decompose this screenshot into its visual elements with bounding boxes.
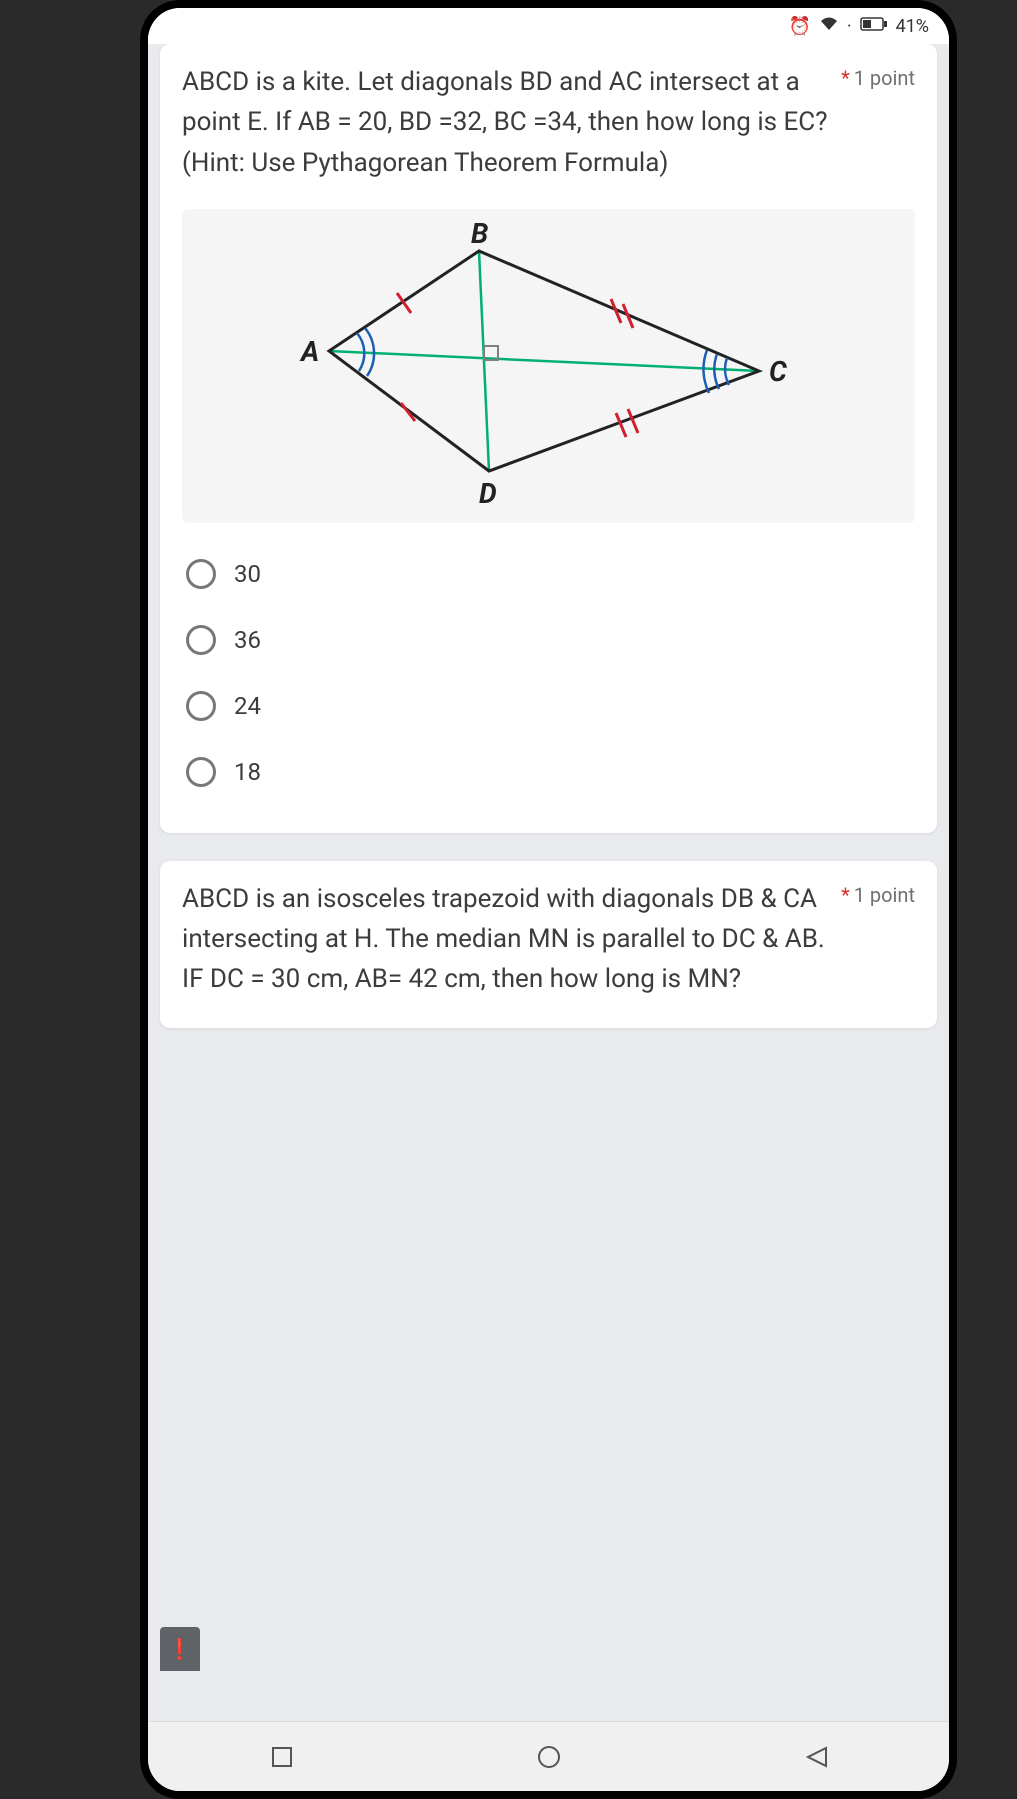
question-text: ABCD is a kite. Let diagonals BD and AC … <box>182 62 829 183</box>
label-c: C <box>769 355 787 388</box>
question-card-1: ABCD is a kite. Let diagonals BD and AC … <box>160 44 937 833</box>
option-row-1[interactable]: 36 <box>182 607 915 673</box>
kite-diagram: A B C D <box>182 209 915 523</box>
points-text: 1 point <box>854 883 915 907</box>
option-row-0[interactable]: 30 <box>182 541 915 607</box>
points-label: *1 point <box>841 879 915 907</box>
angle-arc-c1 <box>725 358 729 385</box>
alarm-icon: ⏰ <box>788 16 810 37</box>
option-label: 18 <box>234 758 261 786</box>
feedback-button[interactable]: ❗ <box>160 1627 200 1671</box>
wifi-icon <box>819 16 839 37</box>
feedback-icon: ❗ <box>168 1637 193 1661</box>
options-list: 30 36 24 18 <box>182 541 915 805</box>
label-b: B <box>471 221 488 250</box>
question-header: ABCD is a kite. Let diagonals BD and AC … <box>182 62 915 183</box>
nav-home-button[interactable] <box>536 1744 562 1770</box>
angle-arc-c2 <box>714 354 719 389</box>
radio-icon[interactable] <box>186 757 216 787</box>
radio-icon[interactable] <box>186 691 216 721</box>
tick-cd-2 <box>628 409 638 433</box>
label-a: A <box>299 335 319 368</box>
angle-arc-c3 <box>703 350 709 393</box>
battery-text: 41% <box>896 16 929 37</box>
option-row-3[interactable]: 18 <box>182 739 915 805</box>
required-star-icon: * <box>841 66 850 90</box>
points-text: 1 point <box>854 66 915 90</box>
radio-icon[interactable] <box>186 625 216 655</box>
phone-frame: ⏰ · 41% ABCD is a kite. Let diagonals BD… <box>140 0 957 1799</box>
battery-icon <box>860 16 888 37</box>
tick-ad <box>401 403 415 421</box>
label-d: D <box>479 477 497 510</box>
nav-bar <box>148 1721 949 1791</box>
screen: ⏰ · 41% ABCD is a kite. Let diagonals BD… <box>148 8 949 1791</box>
radio-icon[interactable] <box>186 559 216 589</box>
question-card-2: ABCD is an isosceles trapezoid with diag… <box>160 861 937 1028</box>
dot-separator: · <box>847 16 852 37</box>
question-text: ABCD is an isosceles trapezoid with diag… <box>182 879 829 1000</box>
option-label: 30 <box>234 560 261 588</box>
nav-back-button[interactable] <box>803 1744 829 1770</box>
diagonal-ac <box>329 351 759 371</box>
question-header: ABCD is an isosceles trapezoid with diag… <box>182 879 915 1000</box>
option-row-2[interactable]: 24 <box>182 673 915 739</box>
required-star-icon: * <box>841 883 850 907</box>
kite-svg: A B C D <box>289 221 809 511</box>
option-label: 36 <box>234 626 261 654</box>
content-area[interactable]: ABCD is a kite. Let diagonals BD and AC … <box>148 44 949 1721</box>
status-bar: ⏰ · 41% <box>148 8 949 44</box>
points-label: *1 point <box>841 62 915 90</box>
nav-recent-button[interactable] <box>269 1744 295 1770</box>
option-label: 24 <box>234 692 261 720</box>
